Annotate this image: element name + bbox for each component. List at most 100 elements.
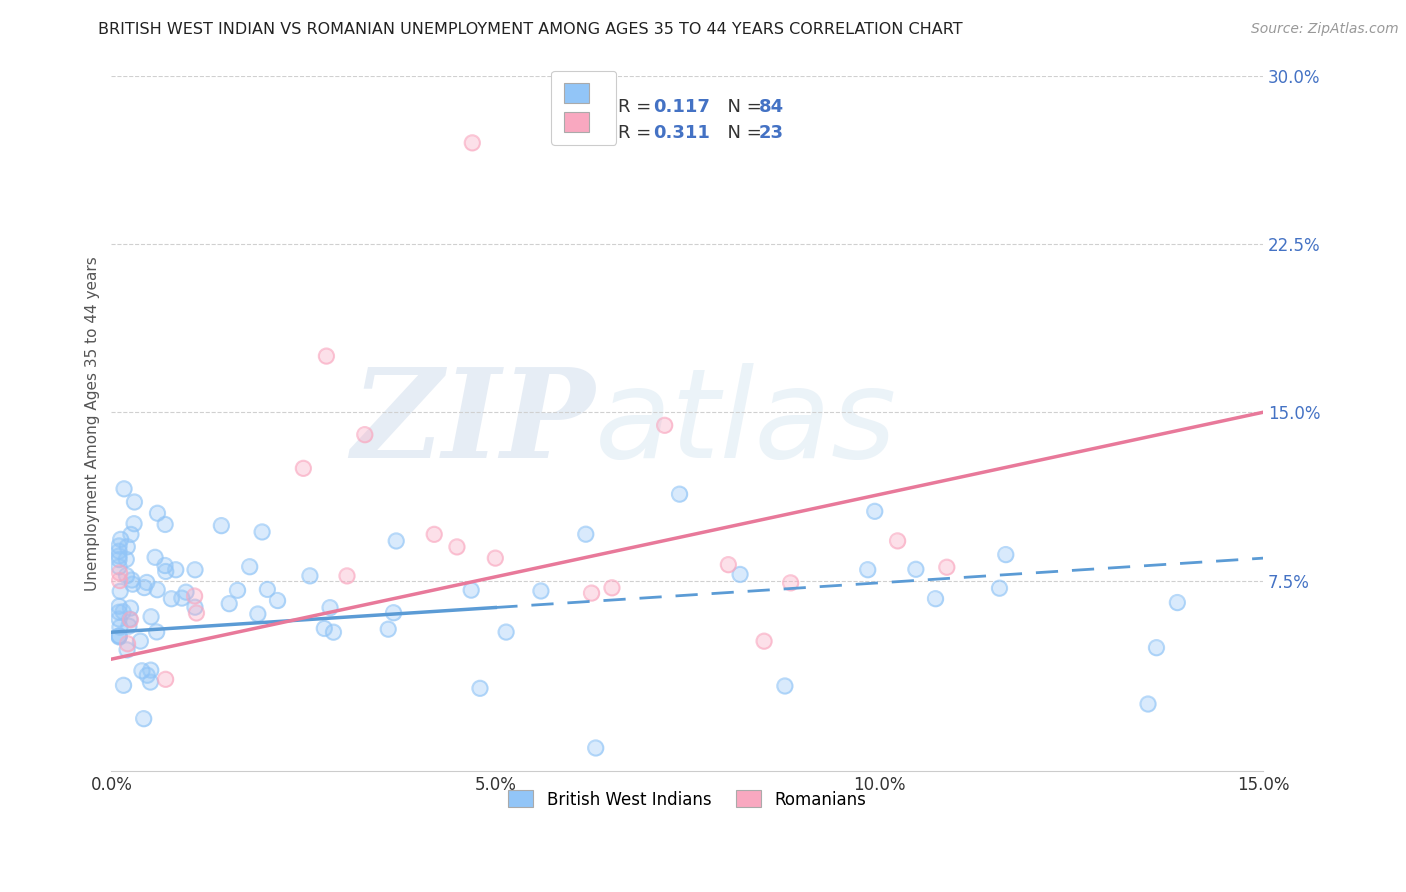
Point [117, 637, 139, 651]
Point [115, 643, 138, 657]
Point [155, 673, 177, 687]
Point [110, 533, 132, 547]
Point [108, 549, 131, 563]
Point [136, 668, 159, 682]
Point [108, 620, 131, 634]
Point [585, 741, 607, 756]
Point [250, 524, 273, 539]
Point [935, 560, 957, 574]
Point [575, 527, 598, 541]
Point [108, 612, 131, 626]
Text: 84: 84 [759, 98, 785, 116]
Point [108, 605, 131, 619]
Point [146, 582, 169, 597]
Point [226, 583, 249, 598]
Point [1166, 596, 1188, 610]
Point [108, 559, 131, 574]
Point [1137, 697, 1160, 711]
Point [292, 461, 315, 475]
Point [117, 637, 139, 651]
Text: BRITISH WEST INDIAN VS ROMANIAN UNEMPLOYMENT AMONG AGES 35 TO 44 YEARS CORRELATI: BRITISH WEST INDIAN VS ROMANIAN UNEMPLOY… [98, 22, 963, 37]
Point [122, 516, 145, 531]
Point [336, 569, 359, 583]
Point [246, 607, 269, 621]
Point [143, 550, 166, 565]
Point [108, 605, 131, 619]
Text: atlas: atlas [595, 363, 897, 484]
Point [353, 427, 375, 442]
Point [728, 567, 751, 582]
Point [600, 581, 623, 595]
Point [186, 606, 208, 620]
Point [139, 675, 162, 690]
Point [143, 550, 166, 565]
Point [108, 559, 131, 574]
Point [336, 569, 359, 583]
Point [856, 563, 879, 577]
Point [121, 573, 143, 587]
Point [779, 575, 801, 590]
Point [132, 712, 155, 726]
Point [184, 600, 207, 615]
Point [110, 584, 132, 599]
Point [298, 569, 321, 583]
Point [121, 577, 143, 591]
Point [136, 668, 159, 682]
Text: ZIP: ZIP [352, 363, 595, 484]
Point [124, 495, 146, 509]
Point [108, 539, 131, 553]
Point [108, 549, 131, 563]
Point [108, 552, 131, 566]
Point [377, 622, 399, 636]
Point [266, 593, 288, 607]
Point [581, 586, 603, 600]
Point [209, 518, 232, 533]
Point [122, 516, 145, 531]
Point [218, 597, 240, 611]
Point [108, 620, 131, 634]
Point [585, 741, 607, 756]
Point [112, 678, 135, 692]
Point [117, 540, 139, 554]
Point [186, 606, 208, 620]
Point [108, 629, 131, 643]
Point [773, 679, 796, 693]
Point [108, 566, 131, 580]
Text: N =: N = [716, 98, 768, 116]
Point [484, 551, 506, 566]
Point [108, 552, 131, 566]
Point [184, 563, 207, 577]
Point [124, 495, 146, 509]
Point [423, 527, 446, 541]
Point [322, 625, 344, 640]
Point [377, 622, 399, 636]
Point [668, 487, 690, 501]
Point [174, 585, 197, 599]
Point [904, 562, 927, 576]
Point [924, 591, 946, 606]
Point [155, 565, 177, 579]
Text: N =: N = [716, 124, 768, 142]
Point [654, 418, 676, 433]
Point [112, 482, 135, 496]
Point [728, 567, 751, 582]
Point [131, 664, 153, 678]
Point [153, 517, 176, 532]
Point [120, 613, 142, 627]
Point [988, 581, 1011, 595]
Point [108, 574, 131, 588]
Point [108, 566, 131, 580]
Point [165, 563, 187, 577]
Point [120, 601, 142, 615]
Point [108, 544, 131, 558]
Point [170, 591, 193, 606]
Point [135, 575, 157, 590]
Point [108, 629, 131, 643]
Point [385, 533, 408, 548]
Point [1146, 640, 1168, 655]
Point [250, 524, 273, 539]
Point [886, 533, 908, 548]
Point [654, 418, 676, 433]
Point [146, 506, 169, 520]
Point [135, 575, 157, 590]
